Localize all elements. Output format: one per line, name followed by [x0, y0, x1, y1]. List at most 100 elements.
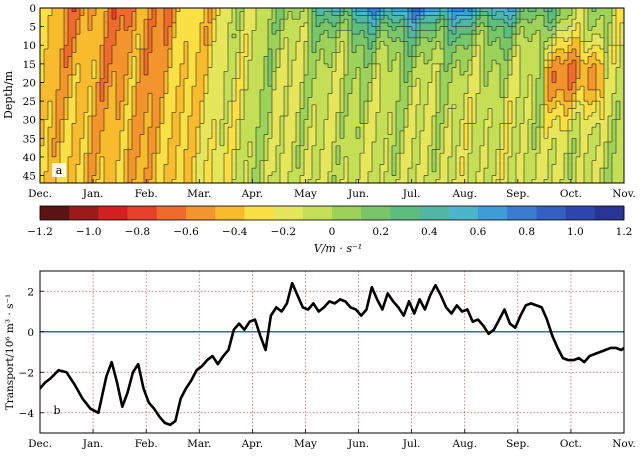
heatmap-cell	[516, 130, 521, 136]
heatmap-cell	[608, 63, 613, 69]
heatmap-cell	[284, 22, 289, 28]
heatmap-cell	[376, 60, 381, 65]
heatmap-cell	[344, 45, 349, 50]
heatmap-cell	[156, 104, 161, 110]
heatmap-cell	[328, 82, 333, 87]
heatmap-cell	[476, 37, 481, 43]
heatmap-cell	[184, 67, 189, 72]
heatmap-cell	[44, 15, 49, 20]
heatmap-cell	[164, 56, 169, 61]
heatmap-cell	[128, 30, 133, 35]
heatmap-cell	[316, 130, 321, 136]
heatmap-cell	[60, 52, 65, 57]
heatmap-cell	[472, 89, 477, 95]
heatmap-cell	[528, 52, 533, 57]
heatmap-cell	[560, 22, 565, 28]
heatmap-cell	[416, 127, 421, 132]
heatmap-cell	[488, 75, 493, 80]
heatmap-cell	[392, 11, 397, 17]
heatmap-cell	[132, 112, 137, 117]
heatmap-cell	[352, 34, 357, 39]
heatmap-cell	[484, 15, 489, 20]
heatmap-cell	[572, 34, 577, 39]
heatmap-cell	[308, 22, 313, 28]
heatmap-cell	[84, 45, 89, 50]
heatmap-cell	[188, 26, 193, 31]
heatmap-cell	[588, 93, 593, 98]
heatmap-cell	[308, 60, 313, 65]
heatmap-cell	[260, 130, 265, 136]
heatmap-cell	[80, 89, 85, 95]
heatmap-cell	[440, 127, 445, 132]
heatmap-cell	[328, 56, 333, 61]
heatmap-cell	[124, 104, 129, 110]
heatmap-cell	[404, 119, 409, 125]
heatmap-cell	[200, 60, 205, 65]
heatmap-cell	[284, 115, 289, 121]
heatmap-cell	[400, 60, 405, 65]
heatmap-cell	[112, 30, 117, 35]
heatmap-cell	[52, 86, 57, 91]
heatmap-cell	[320, 89, 325, 95]
heatmap-cell	[96, 123, 101, 128]
heatmap-cell	[456, 8, 461, 13]
heatmap-cell	[444, 86, 449, 91]
heatmap-cell	[608, 75, 613, 80]
heatmap-cell	[396, 8, 401, 13]
heatmap-cell	[124, 22, 129, 28]
heatmap-cell	[528, 75, 533, 80]
heatmap-cell	[392, 45, 397, 50]
heatmap-cell	[440, 71, 445, 76]
heatmap-cell	[476, 8, 481, 13]
heatmap-cell	[444, 89, 449, 95]
heatmap-cell	[132, 45, 137, 50]
heatmap-cell	[132, 115, 137, 121]
heatmap-cell	[144, 56, 149, 61]
heatmap-cell	[320, 8, 325, 13]
heatmap-cell	[336, 97, 341, 102]
heatmap-cell	[120, 41, 125, 46]
heatmap-cell	[220, 130, 225, 136]
heatmap-cell	[384, 127, 389, 132]
heatmap-cell	[508, 78, 513, 84]
heatmap-cell	[608, 115, 613, 121]
heatmap-cell	[188, 63, 193, 69]
heatmap-cell	[96, 104, 101, 110]
heatmap-cell	[484, 115, 489, 121]
heatmap-cell	[268, 82, 273, 87]
heatmap-cell	[300, 89, 305, 95]
heatmap-cell	[244, 8, 249, 13]
heatmap-cell	[376, 8, 381, 13]
heatmap-cell	[224, 26, 229, 31]
heatmap-cell	[284, 123, 289, 128]
heatmap-cell	[156, 63, 161, 69]
heatmap-cell	[216, 86, 221, 91]
heatmap-cell	[64, 127, 69, 132]
heatmap-cell	[416, 45, 421, 50]
heatmap-cell	[288, 97, 293, 102]
heatmap-cell	[120, 19, 125, 24]
heatmap-cell	[564, 108, 569, 113]
heatmap-cell	[504, 22, 509, 28]
heatmap-cell	[124, 63, 129, 69]
heatmap-cell	[132, 8, 137, 13]
heatmap-cell	[160, 8, 165, 13]
heatmap-cell	[600, 93, 605, 98]
heatmap-cell	[188, 115, 193, 121]
heatmap-cell	[52, 67, 57, 72]
heatmap-cell	[296, 19, 301, 24]
heatmap-cell	[528, 78, 533, 84]
heatmap-cell	[604, 15, 609, 20]
heatmap-cell	[332, 71, 337, 76]
heatmap-cell	[356, 78, 361, 84]
heatmap-cell	[556, 89, 561, 95]
heatmap-cell	[288, 89, 293, 95]
heatmap-cell	[304, 123, 309, 128]
heatmap-cell	[76, 22, 81, 28]
heatmap-cell	[524, 22, 529, 28]
heatmap-cell	[468, 71, 473, 76]
heatmap-cell	[148, 101, 153, 106]
heatmap-cell	[96, 22, 101, 28]
heatmap-cell	[380, 15, 385, 20]
heatmap-cell	[368, 19, 373, 24]
